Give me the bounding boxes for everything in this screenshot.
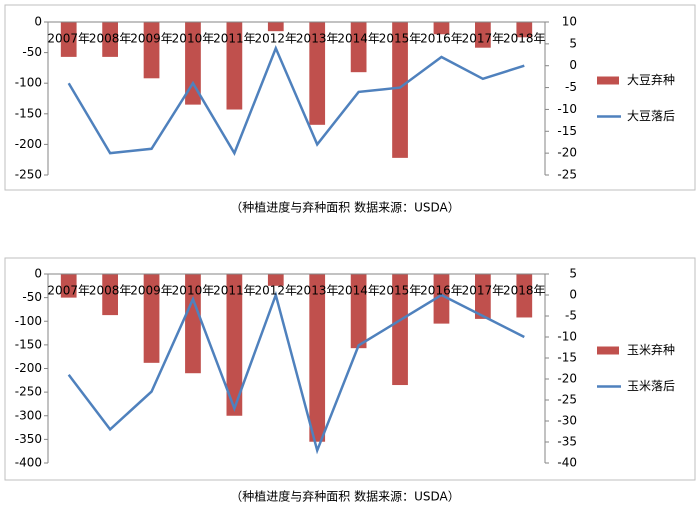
y2-tick-label: -15 [557,124,577,138]
x-tick-label: 2018年 [503,32,546,46]
legend-swatch [597,76,619,85]
bar [102,22,118,57]
caption: （种植进度与弃种面积 数据来源：USDA） [230,200,459,215]
y-tick-label: 0 [34,267,42,281]
x-tick-label: 2008年 [89,284,132,298]
bar [475,274,491,319]
bar [350,274,367,349]
y-tick-label: -250 [15,385,42,399]
legend-label: 大豆弃种 [627,72,675,87]
y2-tick-label: 10 [562,15,577,29]
y-tick-label: -150 [15,106,42,120]
chart-border [4,4,696,191]
bar [60,22,77,57]
y-tick-label: -350 [15,432,42,446]
y-tick-label: -200 [15,361,42,375]
x-tick-label: 2007年 [47,284,90,298]
y2-tick-label: -15 [557,351,577,365]
y-tick-label: -100 [15,314,42,328]
y-tick-label: 0 [34,15,42,29]
y2-tick-label: -25 [557,168,577,182]
bar [226,22,243,110]
bar [475,22,491,48]
x-tick-label: 2017年 [462,284,505,298]
bar [143,274,160,363]
y2-tick-label: -10 [557,102,577,116]
x-tick-label: 2011年 [213,284,256,298]
x-tick-label: 2017年 [462,32,505,46]
caption: （种植进度与弃种面积 数据来源：USDA） [230,489,459,504]
y-tick-label: -250 [15,168,42,182]
bar [309,274,326,442]
y2-tick-label: -25 [557,393,577,407]
bar [102,274,118,316]
x-tick-label: 2015年 [379,284,422,298]
x-tick-label: 2015年 [379,32,422,46]
y2-tick-label: -35 [557,435,577,449]
y2-tick-label: -40 [557,456,577,470]
bar [185,274,201,374]
bar [309,22,326,125]
x-tick-label: 2013年 [296,284,339,298]
y2-tick-label: -5 [565,80,577,94]
y2-tick-label: -5 [565,309,577,323]
bar [392,274,408,386]
y-tick-label: -200 [15,137,42,151]
bar [185,22,201,105]
y-tick-label: -400 [15,456,42,470]
bar [392,22,408,158]
x-tick-label: 2012年 [255,284,298,298]
x-tick-label: 2014年 [337,32,380,46]
bar [433,274,450,324]
y2-tick-label: -20 [557,372,577,386]
bar [60,274,77,298]
chart: 0 -50 -100 -150 -200 -250 -300 -350 -400 5 0 -5 -10 -… [4,257,696,504]
x-tick-label: 2016年 [420,32,463,46]
y2-tick-label: 5 [569,36,577,50]
bar [226,274,243,416]
y2-tick-label: 0 [569,288,577,302]
legend-label: 玉米落后 [627,379,675,393]
x-tick-label: 2007年 [47,32,90,46]
y2-tick-label: -10 [557,330,577,344]
x-tick-label: 2018年 [503,284,546,298]
line [67,290,525,455]
bar [267,274,284,286]
x-tick-label: 2013年 [296,32,339,46]
x-tick-label: 2009年 [130,284,173,298]
legend-label: 大豆落后 [627,109,675,123]
legend-swatch [597,346,619,355]
bar [516,22,533,38]
x-tick-label: 2016年 [420,284,463,298]
x-tick-label: 2010年 [172,284,215,298]
x-tick-label: 2010年 [172,32,215,46]
bar [267,22,284,32]
x-tick-label: 2014年 [337,284,380,298]
y2-tick-label: 0 [569,58,577,72]
legend-label: 玉米弃种 [627,342,675,357]
y-tick-label: -50 [22,290,42,304]
x-tick-label: 2011年 [213,32,256,46]
y-tick-label: -100 [15,76,42,90]
bar [433,22,450,35]
line [67,44,525,156]
y2-tick-label: 5 [569,267,577,281]
chart: 0 -50 -100 -150 -200 -250 10 5 0 -5 -10 -15 -20 -25 大豆… [4,4,696,215]
y2-tick-label: -30 [557,414,577,428]
y2-tick-label: -20 [557,146,577,160]
x-tick-label: 2008年 [89,32,132,46]
bar [350,22,367,73]
y-tick-label: -300 [15,408,42,422]
x-tick-label: 2012年 [255,32,298,46]
y-tick-label: -50 [22,45,42,59]
bar [143,22,160,79]
bar [516,274,533,318]
y-tick-label: -150 [15,337,42,351]
x-tick-label: 2009年 [130,32,173,46]
